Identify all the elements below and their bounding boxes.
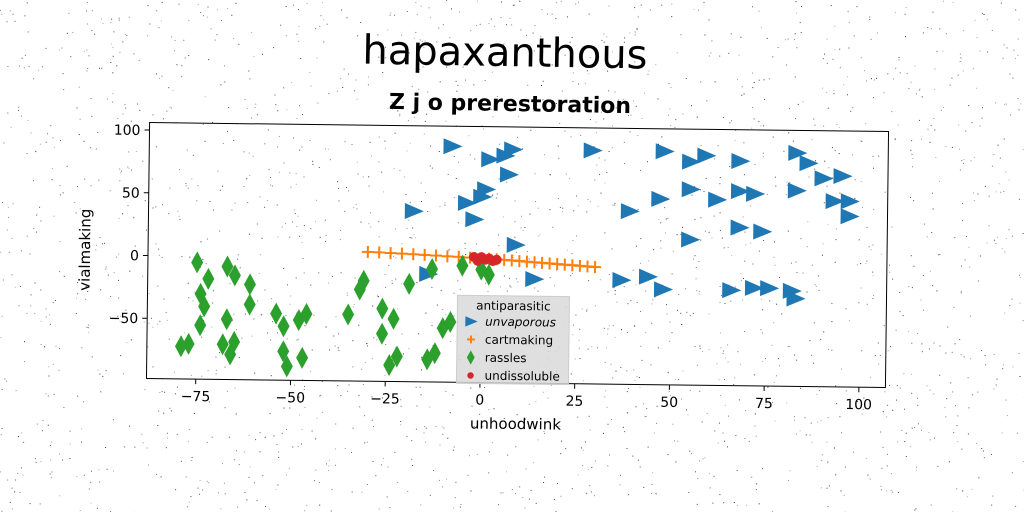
x-tick-label: 75: [755, 396, 773, 412]
legend: antiparasitic unvaporous cartmaking rassle…: [456, 295, 569, 384]
point-unvaporous: [612, 272, 631, 288]
point-unvaporous: [651, 191, 670, 207]
x-tick-label: −25: [370, 391, 400, 407]
point-rassles: [342, 303, 354, 325]
point-unvaporous: [833, 168, 852, 184]
point-unvaporous: [746, 186, 765, 202]
point-rassles: [244, 273, 256, 295]
point-unvaporous: [841, 208, 860, 224]
point-unvaporous: [788, 183, 807, 199]
point-unvaporous: [730, 220, 749, 236]
point-unvaporous: [814, 170, 833, 186]
legend-label: undissoluble: [484, 369, 559, 384]
point-cartmaking: [373, 246, 385, 258]
point-cartmaking: [396, 248, 408, 260]
point-unvaporous: [697, 148, 716, 164]
point-unvaporous: [405, 203, 424, 219]
point-cartmaking: [384, 247, 396, 259]
x-axis-label: unhoodwink: [470, 414, 562, 433]
point-unvaporous: [621, 203, 640, 219]
point-rassles: [194, 314, 206, 336]
point-unvaporous: [682, 181, 701, 197]
point-rassles: [202, 268, 214, 290]
point-unvaporous: [507, 237, 526, 253]
point-rassles: [182, 333, 194, 355]
point-rassles: [387, 308, 399, 330]
point-unvaporous: [681, 231, 700, 247]
point-unvaporous: [584, 142, 603, 158]
point-rassles: [244, 293, 256, 315]
point-cartmaking: [407, 248, 419, 260]
point-unvaporous: [799, 155, 818, 171]
point-unvaporous: [731, 153, 750, 169]
point-unvaporous: [656, 143, 675, 159]
point-cartmaking: [419, 249, 431, 261]
x-tick-label: −75: [181, 389, 211, 405]
x-tick-label: 25: [565, 394, 583, 410]
x-tick-label: 50: [660, 395, 678, 411]
point-rassles: [403, 273, 415, 295]
x-tick-label: −50: [275, 390, 305, 406]
y-tick-label: 50: [122, 185, 140, 201]
point-unvaporous: [753, 224, 772, 240]
point-cartmaking: [441, 250, 453, 262]
legend-label: unvaporous: [485, 315, 556, 330]
point-unvaporous: [708, 192, 727, 208]
legend-label: cartmaking: [485, 333, 553, 348]
y-tick-label: −50: [109, 311, 139, 327]
point-unvaporous: [841, 193, 860, 209]
point-rassles: [376, 298, 388, 320]
point-cartmaking: [589, 261, 601, 273]
point-rassles: [221, 308, 233, 330]
point-unvaporous: [465, 211, 484, 227]
y-tick-label: 100: [114, 123, 141, 139]
point-unvaporous: [525, 271, 544, 287]
x-tick-label: 0: [475, 393, 484, 409]
point-unvaporous: [443, 138, 462, 154]
y-tick-label: 0: [130, 248, 139, 264]
point-unvaporous: [722, 282, 741, 298]
point-rassles: [191, 251, 203, 273]
point-rassles: [376, 323, 388, 345]
point-cartmaking: [362, 246, 374, 258]
legend-label: rassles: [485, 351, 527, 366]
y-axis-label: vialmaking: [76, 209, 95, 291]
legend-title: antiparasitic: [476, 299, 551, 314]
point-unvaporous: [760, 280, 779, 296]
point-unvaporous: [654, 281, 673, 297]
point-unvaporous: [500, 166, 519, 182]
x-tick-label: 100: [845, 397, 872, 413]
point-rassles: [296, 347, 308, 369]
